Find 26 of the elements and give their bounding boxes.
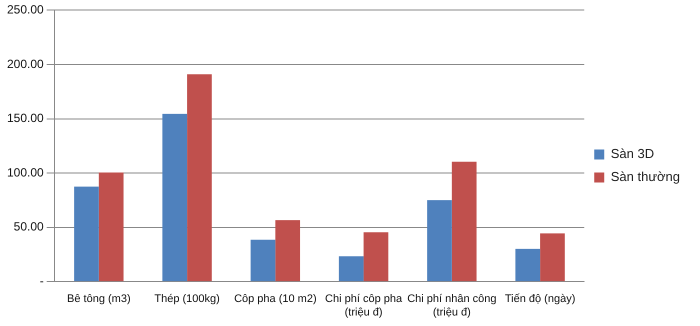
y-tick-label: 50.00 xyxy=(14,220,44,234)
bar xyxy=(187,74,212,282)
x-tick-label: Bê tông (m3) xyxy=(67,293,131,306)
bar xyxy=(427,200,452,282)
y-tick-label: - xyxy=(40,274,44,288)
y-tick-label: 200.00 xyxy=(7,56,44,71)
bar xyxy=(98,172,124,282)
legend-label: Sàn thường xyxy=(610,169,680,184)
legend-label: Sàn 3D xyxy=(610,146,654,162)
x-tick-label: Tiến độ (ngày) xyxy=(504,293,576,306)
bar xyxy=(515,248,540,282)
bar xyxy=(74,186,99,282)
bar xyxy=(364,232,388,282)
bar xyxy=(162,114,188,282)
x-tick-label: Chi phí côp pha (triệu đ) xyxy=(325,293,403,318)
x-tick-label: Côp pha (10 m2) xyxy=(234,293,317,306)
bar xyxy=(338,256,364,282)
y-tick-label: 100.00 xyxy=(7,165,44,180)
y-tick-label: 150.00 xyxy=(7,111,44,126)
x-tick-label: Chi phí nhân công (triệu đ) xyxy=(407,293,496,318)
bar xyxy=(452,162,477,282)
bar xyxy=(540,233,565,282)
bar xyxy=(250,240,276,282)
x-tick-label: Thép (100kg) xyxy=(154,293,220,306)
bar xyxy=(275,220,300,282)
y-tick-label: 250.00 xyxy=(7,2,44,17)
